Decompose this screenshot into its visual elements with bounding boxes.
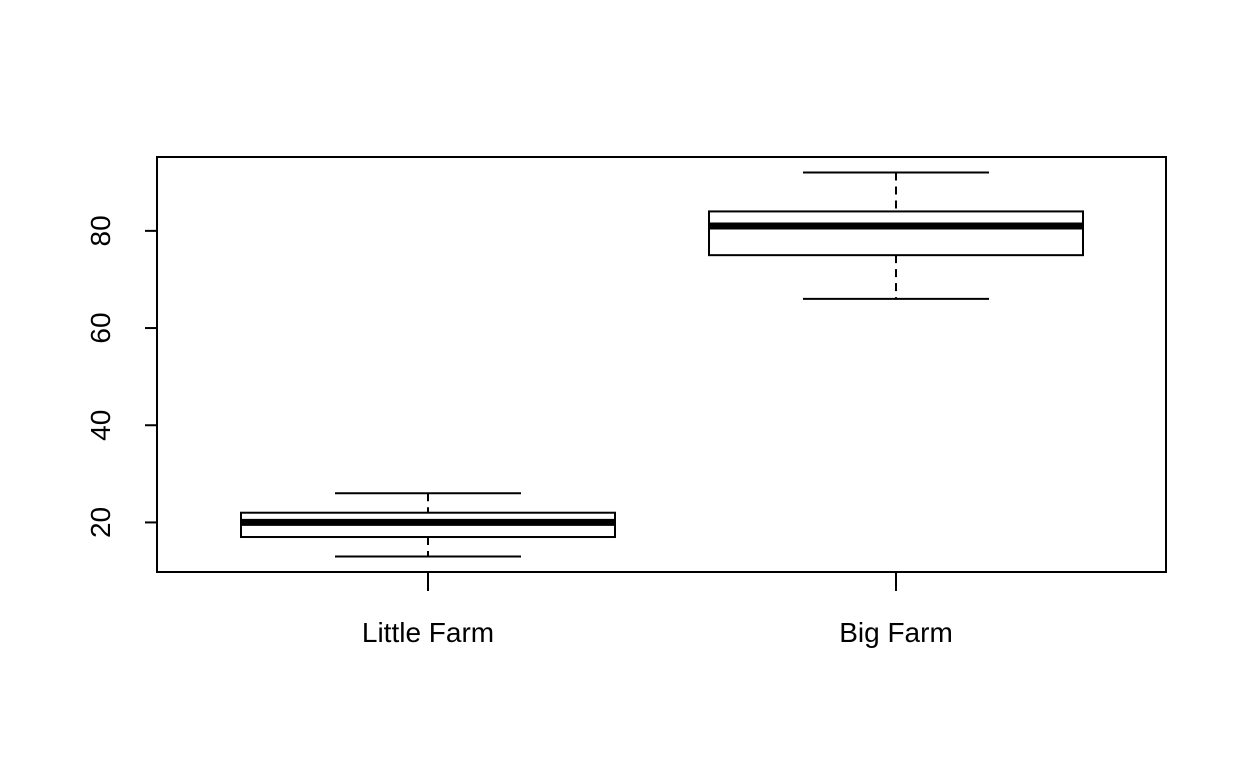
box-1 <box>240 492 616 558</box>
x-tick-label: Little Farm <box>362 617 494 648</box>
y-tick-label: 60 <box>85 312 116 343</box>
x-tick-label: Big Farm <box>839 617 953 648</box>
iqr-box <box>708 210 1084 257</box>
y-axis: 20 40 60 80 <box>85 215 158 538</box>
x-axis: Little Farm Big Farm <box>362 572 953 648</box>
y-tick-label: 20 <box>85 507 116 538</box>
y-tick-label: 80 <box>85 215 116 246</box>
box-2 <box>708 171 1084 300</box>
y-tick-label: 40 <box>85 410 116 441</box>
box-series <box>240 171 1084 558</box>
